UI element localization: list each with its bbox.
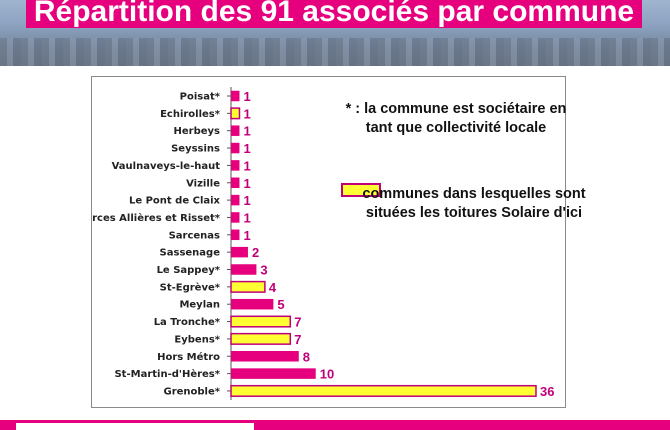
category-label: Herbeys — [174, 126, 221, 137]
bar — [230, 332, 292, 345]
bar — [231, 177, 240, 188]
category-label: Le Sappey* — [157, 265, 221, 276]
bar — [231, 194, 240, 206]
bar — [230, 315, 292, 328]
page-title: Répartition des 91 associés par commune — [26, 0, 642, 28]
bar — [231, 298, 274, 310]
category-label: Sarcenas — [169, 230, 220, 241]
value-label: 10 — [320, 367, 334, 382]
footer-slot — [16, 423, 254, 430]
bar — [231, 212, 240, 223]
bar — [231, 90, 240, 102]
bar — [231, 246, 248, 258]
bar — [231, 142, 240, 154]
value-label: 1 — [243, 158, 250, 173]
value-label: 7 — [294, 332, 301, 347]
category-label: Echirolles* — [160, 109, 221, 120]
bar — [231, 125, 240, 136]
category-label: Eybens* — [174, 334, 220, 345]
value-label: 1 — [243, 141, 250, 156]
category-label: Seyssins — [171, 144, 220, 155]
category-label: Poisat* — [180, 92, 221, 103]
value-label: 36 — [540, 384, 554, 399]
asterisk-note: * : la commune est sociétaire en tant qu… — [345, 101, 567, 136]
value-label: 1 — [243, 193, 250, 208]
value-label: 1 — [243, 89, 250, 104]
legend-note: communes dans lesquelles sont situées le… — [362, 186, 586, 221]
value-label: 1 — [243, 210, 250, 225]
value-label: 1 — [243, 124, 250, 139]
bar — [231, 368, 316, 379]
chart-frame: Poisat* 1 Echirolles* 1 Herbeys 1 Seyssins 1 Vau… — [91, 76, 566, 408]
category-label: Vaulnaveys-le-haut — [112, 161, 221, 172]
category-label: Vizille — [186, 178, 220, 189]
legend-swatch-highlight — [341, 183, 381, 197]
category-label: La Tronche* — [154, 317, 221, 328]
footer-bar — [0, 420, 670, 430]
category-label: St-Egrève* — [160, 281, 221, 293]
category-label: Le Pont de Claix — [129, 196, 221, 207]
category-label: St-Martin-d'Hères* — [114, 368, 220, 380]
value-label: 4 — [269, 280, 277, 295]
bar — [231, 264, 257, 275]
value-label: 3 — [260, 263, 267, 278]
bar — [231, 160, 240, 171]
category-label: Varces Allières et Risset* — [92, 212, 221, 224]
bar — [230, 384, 537, 397]
value-label: 1 — [243, 228, 250, 243]
bar — [231, 229, 240, 241]
bar-chart: Poisat* 1 Echirolles* 1 Herbeys 1 Seyssins 1 Vau… — [92, 87, 554, 400]
category-label: Meylan — [179, 300, 220, 311]
header-city-texture — [0, 38, 670, 66]
value-label: 8 — [303, 349, 310, 364]
header-haze — [0, 30, 670, 66]
value-label: 5 — [277, 297, 284, 312]
bar — [230, 107, 241, 120]
value-label: 1 — [243, 176, 250, 191]
bar — [230, 280, 266, 293]
category-label: Grenoble* — [163, 386, 220, 397]
category-label: Sassenage — [160, 248, 221, 259]
value-label: 7 — [294, 315, 301, 330]
category-label: Hors Métro — [157, 351, 220, 363]
value-label: 2 — [252, 245, 259, 260]
bar — [231, 351, 299, 362]
value-label: 1 — [243, 106, 250, 121]
